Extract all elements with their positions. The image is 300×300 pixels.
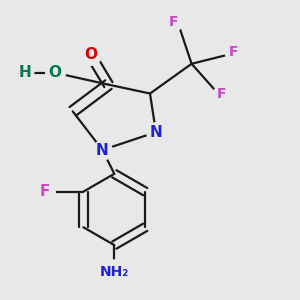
Text: F: F <box>169 15 178 29</box>
Text: NH₂: NH₂ <box>100 265 129 279</box>
Text: F: F <box>217 86 226 100</box>
Text: F: F <box>40 184 50 199</box>
Text: H: H <box>19 65 31 80</box>
Text: N: N <box>150 125 162 140</box>
Text: N: N <box>96 142 109 158</box>
Text: O: O <box>48 65 62 80</box>
Text: F: F <box>229 45 238 59</box>
Text: O: O <box>84 47 97 62</box>
